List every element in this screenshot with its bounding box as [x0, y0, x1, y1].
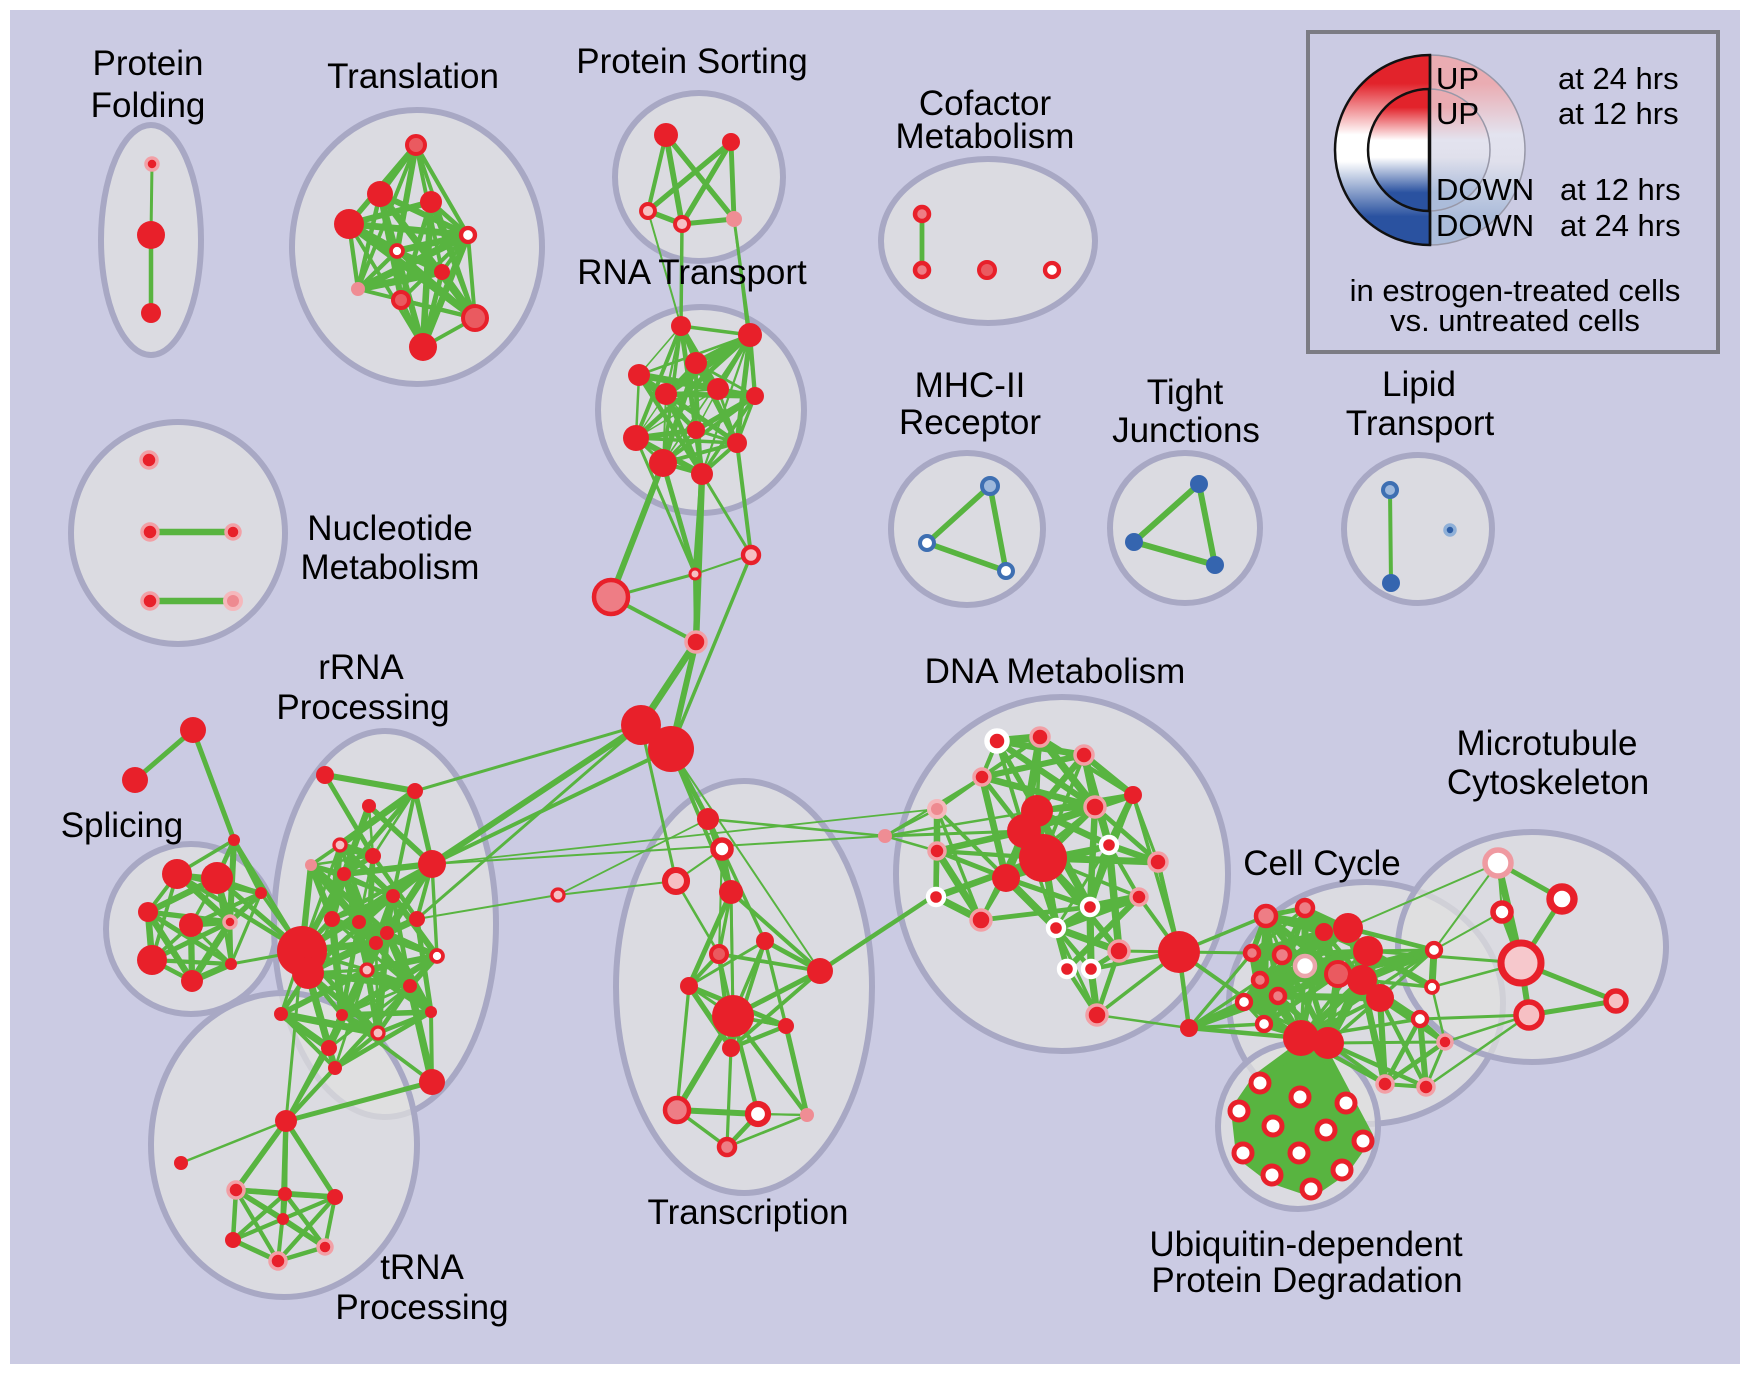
svg-text:Cell Cycle: Cell Cycle — [1243, 844, 1401, 883]
svg-text:Folding: Folding — [91, 86, 206, 125]
svg-text:Splicing: Splicing — [61, 806, 184, 845]
svg-text:at 12 hrs: at 12 hrs — [1560, 172, 1681, 207]
svg-text:at 12 hrs: at 12 hrs — [1558, 96, 1679, 131]
svg-text:Ubiquitin-dependent: Ubiquitin-dependent — [1149, 1225, 1463, 1264]
svg-text:rRNA: rRNA — [318, 648, 404, 687]
svg-text:Processing: Processing — [276, 688, 449, 727]
svg-text:Metabolism: Metabolism — [301, 548, 480, 587]
svg-text:Protein Sorting: Protein Sorting — [576, 42, 808, 81]
svg-text:RNA Transport: RNA Transport — [577, 253, 807, 292]
svg-text:Transport: Transport — [1346, 404, 1495, 443]
svg-text:Microtubule: Microtubule — [1457, 724, 1638, 763]
svg-text:UP: UP — [1436, 96, 1479, 131]
svg-text:vs. untreated cells: vs. untreated cells — [1390, 303, 1640, 338]
svg-text:Nucleotide: Nucleotide — [307, 509, 472, 548]
svg-text:Processing: Processing — [335, 1288, 508, 1327]
svg-text:MHC-II: MHC-II — [915, 366, 1026, 405]
svg-text:at 24 hrs: at 24 hrs — [1558, 61, 1679, 96]
svg-text:Cytoskeleton: Cytoskeleton — [1447, 763, 1649, 802]
svg-text:Receptor: Receptor — [899, 403, 1041, 442]
svg-text:DOWN: DOWN — [1436, 172, 1534, 207]
svg-text:DOWN: DOWN — [1436, 208, 1534, 243]
svg-text:tRNA: tRNA — [380, 1248, 464, 1287]
svg-text:Transcription: Transcription — [648, 1193, 849, 1232]
svg-text:Cofactor: Cofactor — [919, 84, 1052, 123]
svg-text:Tight: Tight — [1147, 373, 1224, 412]
svg-text:Protein Degradation: Protein Degradation — [1151, 1261, 1462, 1300]
svg-text:DNA Metabolism: DNA Metabolism — [925, 652, 1186, 691]
svg-text:UP: UP — [1436, 61, 1479, 96]
svg-text:Protein: Protein — [93, 44, 204, 83]
svg-text:at 24 hrs: at 24 hrs — [1560, 208, 1681, 243]
svg-text:in estrogen-treated cells: in estrogen-treated cells — [1350, 273, 1681, 308]
svg-text:Lipid: Lipid — [1382, 365, 1456, 404]
svg-text:Translation: Translation — [327, 57, 499, 96]
svg-text:Metabolism: Metabolism — [896, 117, 1075, 156]
svg-text:Junctions: Junctions — [1112, 411, 1260, 450]
